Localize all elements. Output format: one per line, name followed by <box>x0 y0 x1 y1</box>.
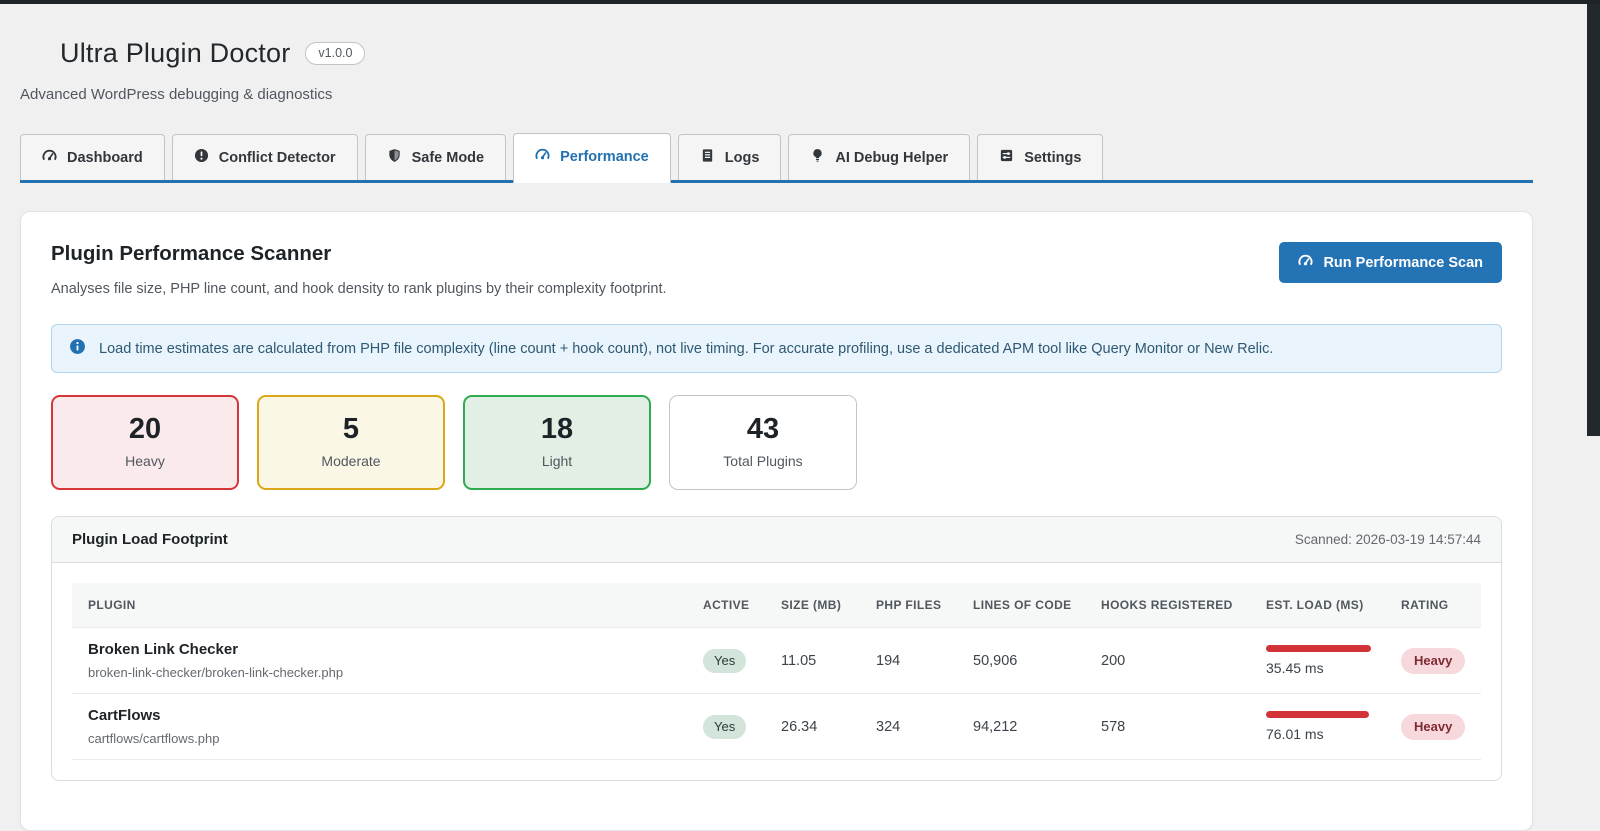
performance-panel: Plugin Performance Scanner Analyses file… <box>20 211 1533 831</box>
active-badge: Yes <box>703 714 747 739</box>
stat-label: Heavy <box>125 453 165 469</box>
panel-title: Plugin Performance Scanner <box>51 242 332 265</box>
tab-conflict-detector[interactable]: Conflict Detector <box>171 134 358 180</box>
column-header-active: ACTIVE <box>691 583 769 628</box>
lines-of-code-value: 50,906 <box>961 627 1089 694</box>
run-scan-label: Run Performance Scan <box>1323 254 1483 271</box>
info-notice-text: Load time estimates are calculated from … <box>99 340 1274 357</box>
tab-logs[interactable]: Logs <box>677 134 782 180</box>
lightbulb-icon <box>810 148 825 167</box>
plugin-name: Broken Link Checker <box>88 641 239 658</box>
stat-label: Total Plugins <box>723 453 803 469</box>
active-badge: Yes <box>703 648 747 673</box>
column-header-rating: RATING <box>1389 583 1481 628</box>
log-file-icon <box>700 148 715 167</box>
admin-page: Ultra Plugin Doctor v1.0.0 Advanced Word… <box>20 0 1533 831</box>
stat-card-heavy: 20 Heavy <box>51 395 239 490</box>
load-bar-track <box>1266 711 1371 718</box>
panel-description: Analyses file size, PHP line count, and … <box>51 281 667 297</box>
table-title: Plugin Load Footprint <box>72 531 228 548</box>
stat-card-total-plugins: 43 Total Plugins <box>669 395 857 490</box>
tab-label: Dashboard <box>67 149 143 166</box>
gauge-icon <box>535 147 550 166</box>
stat-value: 5 <box>342 413 360 445</box>
stat-card-light: 18 Light <box>463 395 651 490</box>
table-header-row: PLUGIN ACTIVE SIZE (MB) PHP FILES LINES … <box>72 583 1481 628</box>
page-subtitle: Advanced WordPress debugging & diagnosti… <box>20 86 333 103</box>
column-header-size: SIZE (MB) <box>769 583 864 628</box>
stat-card-moderate: 5 Moderate <box>257 395 445 490</box>
stat-value: 18 <box>540 413 574 445</box>
tab-label: AI Debug Helper <box>835 149 949 166</box>
gauge-icon <box>42 148 57 167</box>
info-icon <box>69 338 86 359</box>
tab-label: Conflict Detector <box>218 149 336 166</box>
stat-label: Light <box>541 453 573 469</box>
scan-timestamp: Scanned: 2026-03-19 14:57:44 <box>1294 532 1481 547</box>
page-title: Ultra Plugin Doctor <box>60 38 291 68</box>
shield-icon <box>387 148 402 167</box>
tab-settings[interactable]: Settings <box>977 134 1104 180</box>
tab-performance[interactable]: Performance <box>513 133 671 183</box>
size-mb-value: 11.05 <box>769 627 864 694</box>
plugin-path: broken-link-checker/broken-link-checker.… <box>88 665 344 680</box>
load-bar-track <box>1266 645 1371 652</box>
tab-dashboard[interactable]: Dashboard <box>20 134 165 180</box>
tab-label: Logs <box>724 149 760 166</box>
table-row: Broken Link Checker broken-link-checker/… <box>72 627 1481 694</box>
sliders-icon <box>999 148 1014 167</box>
info-notice: Load time estimates are calculated from … <box>51 324 1502 373</box>
load-ms-value: 35.45 ms <box>1266 660 1324 676</box>
tab-safe-mode[interactable]: Safe Mode <box>364 134 507 180</box>
page-header: Ultra Plugin Doctor v1.0.0 <box>20 0 1533 69</box>
run-performance-scan-button[interactable]: Run Performance Scan <box>1279 242 1502 283</box>
rating-badge: Heavy <box>1401 647 1466 674</box>
tab-ai-debug-helper[interactable]: AI Debug Helper <box>788 134 971 180</box>
tab-label: Safe Mode <box>411 149 485 166</box>
tab-label: Performance <box>560 148 649 165</box>
php-files-value: 324 <box>864 693 961 760</box>
tab-label: Settings <box>1024 149 1082 166</box>
column-header-php-files: PHP FILES <box>864 583 961 628</box>
tab-bar: Dashboard Conflict Detector Safe Mode Pe… <box>20 133 1533 183</box>
scrollbar-thumb[interactable] <box>1587 0 1600 436</box>
column-header-est-load: EST. LOAD (MS) <box>1254 583 1389 628</box>
plugin-path: cartflows/cartflows.php <box>88 731 220 746</box>
table-row: CartFlows cartflows/cartflows.php Yes 26… <box>72 693 1481 760</box>
stat-label: Moderate <box>321 453 381 469</box>
size-mb-value: 26.34 <box>769 693 864 760</box>
alert-circle-icon <box>194 148 209 167</box>
stat-value: 43 <box>746 413 780 445</box>
column-header-lines-of-code: LINES OF CODE <box>961 583 1089 628</box>
plugin-name: CartFlows <box>88 707 161 724</box>
version-badge: v1.0.0 <box>305 42 366 65</box>
stat-cards: 20 Heavy 5 Moderate 18 Light 43 Total Pl… <box>51 395 1502 490</box>
lines-of-code-value: 94,212 <box>961 693 1089 760</box>
hooks-registered-value: 578 <box>1089 693 1254 760</box>
rating-badge: Heavy <box>1401 713 1466 740</box>
footprint-table: PLUGIN ACTIVE SIZE (MB) PHP FILES LINES … <box>72 583 1481 760</box>
window-top-edge <box>0 0 1600 4</box>
load-ms-value: 76.01 ms <box>1266 726 1324 742</box>
load-bar <box>1266 645 1371 652</box>
php-files-value: 194 <box>864 627 961 694</box>
plugin-load-footprint-card: Plugin Load Footprint Scanned: 2026-03-1… <box>51 516 1502 781</box>
stat-value: 20 <box>128 413 162 445</box>
column-header-hooks-registered: HOOKS REGISTERED <box>1089 583 1254 628</box>
column-header-plugin: PLUGIN <box>72 583 691 628</box>
gauge-icon <box>1298 253 1313 272</box>
hooks-registered-value: 200 <box>1089 627 1254 694</box>
load-bar <box>1266 711 1369 718</box>
vertical-scrollbar[interactable] <box>1587 0 1600 796</box>
